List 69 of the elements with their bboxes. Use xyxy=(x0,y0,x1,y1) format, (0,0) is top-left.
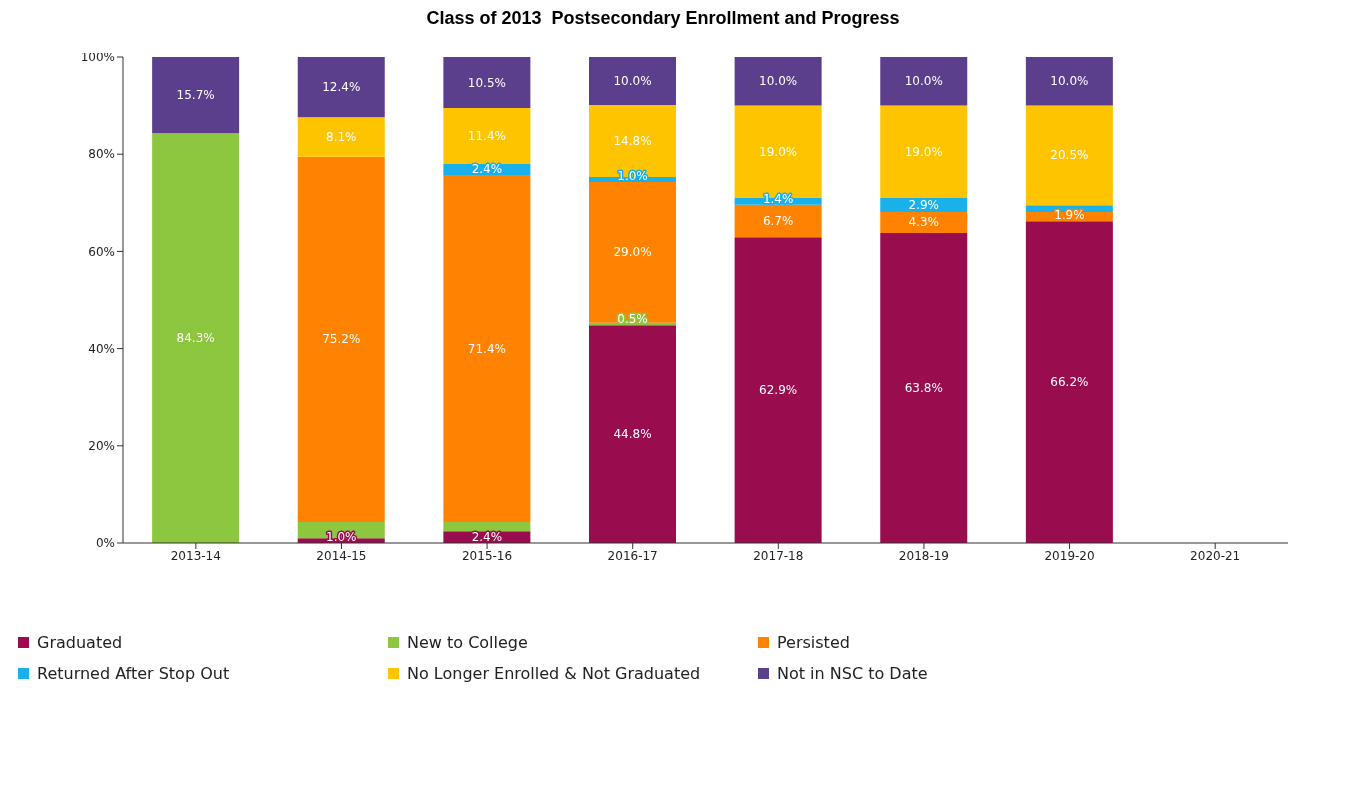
data-label: 20.5% xyxy=(1050,148,1089,163)
x-tick-label: 2013-14 xyxy=(170,548,221,563)
data-label: 63.8% xyxy=(904,380,943,395)
data-label: 10.5% xyxy=(467,75,506,90)
data-label: 29.0% xyxy=(613,245,652,260)
bar xyxy=(152,57,240,134)
bar xyxy=(734,57,822,106)
data-label: 71.4% xyxy=(467,341,506,356)
data-label: 4.3% xyxy=(908,215,939,230)
data-label: 19.0% xyxy=(759,144,798,159)
data-label: 1.9% xyxy=(1054,208,1085,223)
x-tick-label: 2015-16 xyxy=(461,548,513,563)
bar xyxy=(880,57,968,106)
legend-label: No Longer Enrolled & Not Graduated xyxy=(407,664,701,683)
bar xyxy=(297,57,385,118)
data-label: 6.7% xyxy=(762,214,794,229)
data-label: 11.4% xyxy=(467,128,506,143)
data-label: 14.8% xyxy=(613,134,652,149)
data-label: 0.5% xyxy=(617,312,648,327)
data-label: 66.2% xyxy=(1050,375,1089,390)
bar xyxy=(1025,105,1113,206)
legend-label: Persisted xyxy=(777,633,850,652)
legend-label: Not in NSC to Date xyxy=(777,664,928,683)
bar xyxy=(589,325,676,543)
bar xyxy=(880,232,968,543)
legend-label: Returned After Stop Out xyxy=(37,664,230,683)
data-label: 2.9% xyxy=(908,197,939,212)
x-tick-label: 2016-17 xyxy=(607,548,658,563)
data-label: 44.8% xyxy=(613,427,652,442)
bar xyxy=(1025,221,1113,543)
data-label: 84.3% xyxy=(176,331,215,346)
data-label: 10.0% xyxy=(1050,74,1089,89)
bar xyxy=(1025,57,1113,106)
bar xyxy=(880,105,968,198)
y-tick-label: 20% xyxy=(88,439,115,454)
bar xyxy=(589,105,676,178)
bar xyxy=(297,156,385,523)
x-tick-label: 2020-21 xyxy=(1190,548,1241,563)
x-tick-label: 2019-20 xyxy=(1044,548,1095,563)
y-tick-label: 0% xyxy=(95,536,115,551)
bar xyxy=(152,133,240,543)
legend-label: Graduated xyxy=(37,633,123,652)
bar xyxy=(443,108,531,164)
y-tick-label: 40% xyxy=(88,341,115,356)
data-label: 62.9% xyxy=(759,383,798,398)
bar xyxy=(443,522,531,532)
bar xyxy=(297,117,385,157)
bar xyxy=(589,181,676,323)
data-label: 10.0% xyxy=(904,74,943,89)
legend-label: New to College xyxy=(407,633,528,652)
data-label: 2.4% xyxy=(471,162,503,177)
y-tick-label: 60% xyxy=(88,244,115,259)
y-tick-label: 100% xyxy=(80,50,115,65)
x-tick-label: 2018-19 xyxy=(898,548,950,563)
bar xyxy=(443,175,531,523)
x-tick-label: 2017-18 xyxy=(753,548,804,563)
data-label: 8.1% xyxy=(326,129,357,144)
bar xyxy=(734,237,822,543)
data-label: 75.2% xyxy=(322,332,361,347)
data-label: 19.0% xyxy=(904,144,943,159)
x-tick-label: 2014-15 xyxy=(316,548,367,563)
chart-title: Class of 2013 Postsecondary Enrollment and Progress xyxy=(425,8,901,29)
data-label: 12.4% xyxy=(322,80,361,95)
data-label: 10.0% xyxy=(613,74,652,89)
y-tick-label: 80% xyxy=(88,147,115,162)
data-label: 15.7% xyxy=(176,88,215,103)
data-label: 2.4% xyxy=(471,530,503,544)
data-label: 10.0% xyxy=(759,74,798,89)
bar xyxy=(443,57,531,109)
